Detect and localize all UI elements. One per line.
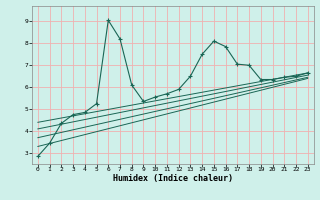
X-axis label: Humidex (Indice chaleur): Humidex (Indice chaleur): [113, 174, 233, 183]
